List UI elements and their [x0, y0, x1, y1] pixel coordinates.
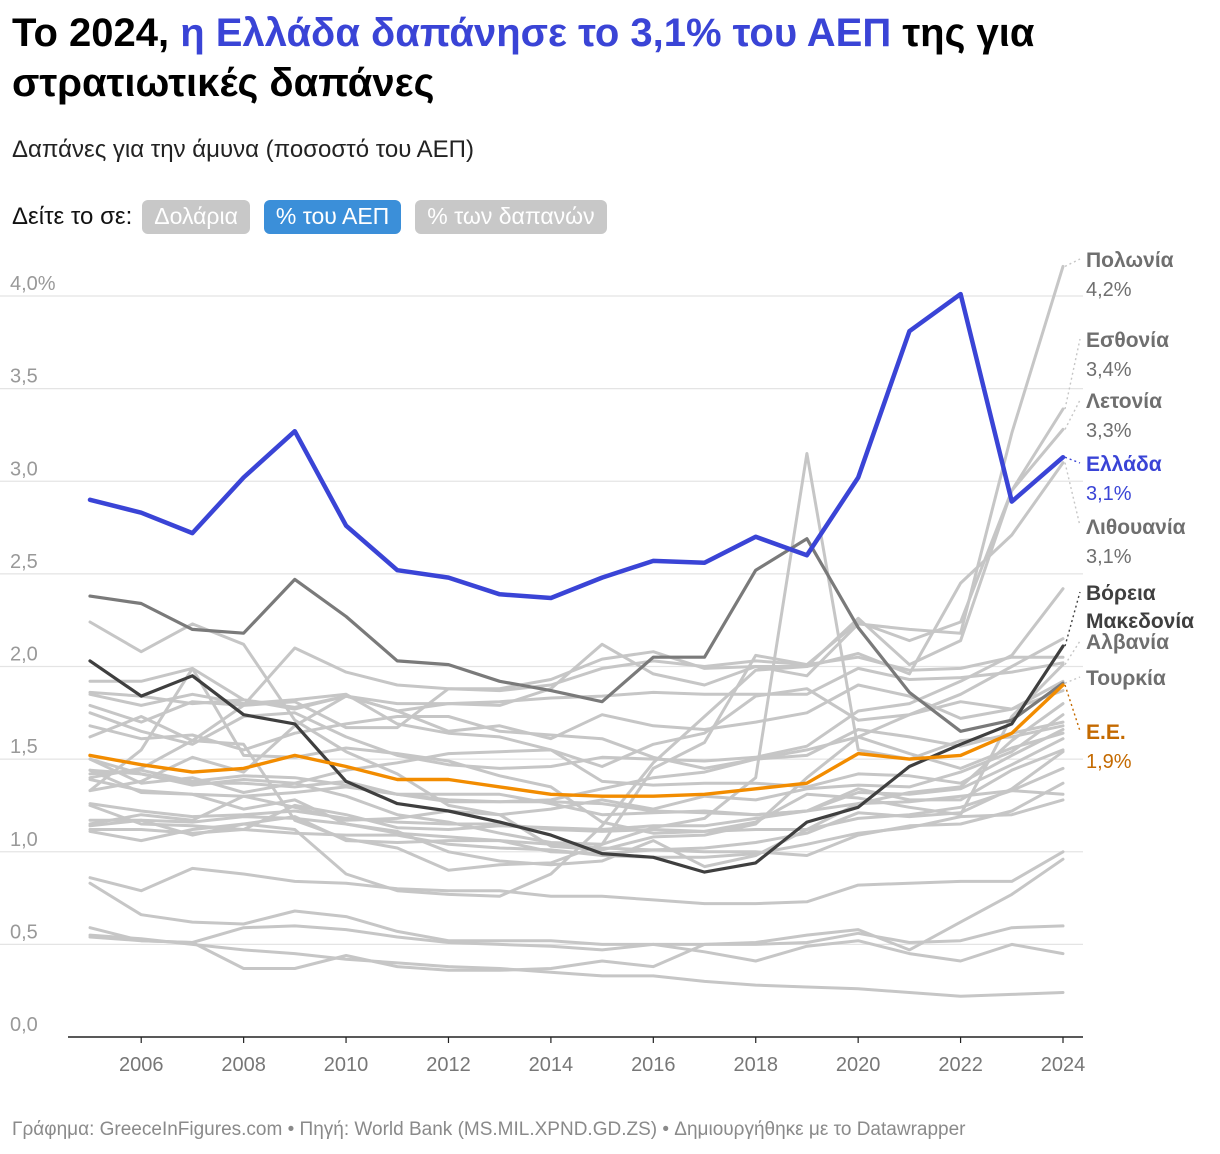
context-series-line: [88, 683, 1065, 793]
x-tick-label: 2018: [733, 1054, 778, 1076]
label-connector: [1064, 462, 1081, 527]
chart-subtitle: Δαπάνες για την άμυνα (ποσοστό του ΑΕΠ): [12, 136, 474, 163]
context-series-line: [88, 924, 1065, 972]
toggle-label: Δείτε το σε:: [12, 203, 133, 230]
context-series-line: [88, 857, 1065, 952]
series-line-greece: [87, 291, 1066, 601]
end-label-value: 1,9%: [1086, 751, 1132, 773]
series-line-albania: [88, 663, 1065, 835]
context-series-line: [88, 679, 1065, 768]
end-label-name: Τουρκία: [1086, 667, 1166, 690]
end-label-name: Εσθονία: [1086, 329, 1169, 352]
y-tick-label: 1,0: [10, 829, 38, 851]
end-label-name: Λετονία: [1086, 390, 1162, 413]
label-connector: [1064, 399, 1081, 430]
end-label-name: Βόρεια: [1086, 582, 1156, 605]
end-label-name: Ε.Ε.: [1086, 721, 1126, 744]
series-line-turkey: [88, 537, 1065, 733]
title-prefix: Το 2024,: [12, 11, 181, 55]
y-tick-label: 3,0: [10, 458, 38, 480]
context-series-line: [88, 715, 1065, 770]
context-series-line: [88, 933, 1065, 998]
context-series-line: [88, 850, 1065, 906]
label-connector: [1064, 684, 1081, 732]
end-label-value: 3,4%: [1086, 359, 1132, 381]
chart-title: Το 2024, η Ελλάδα δαπάνησε το 3,1% του Α…: [12, 8, 1202, 108]
x-tick-label: 2012: [426, 1054, 471, 1076]
x-tick-label: 2010: [324, 1054, 369, 1076]
y-tick-label: 0,5: [10, 921, 38, 943]
end-label-value: 4,2%: [1086, 279, 1132, 301]
context-series-line: [88, 924, 1065, 963]
context-series-line: [88, 768, 1065, 817]
end-label-value: 3,3%: [1086, 420, 1132, 442]
end-label-name: Αλβανία: [1086, 631, 1169, 654]
context-series-line: [88, 646, 1065, 724]
series-line-poland: [88, 264, 1065, 713]
x-tick-label: 2022: [938, 1054, 983, 1076]
y-tick-label: 2,5: [10, 551, 38, 573]
title-suffix: της για στρατιωτικές δαπάνες: [12, 11, 1035, 105]
label-connector: [1064, 258, 1081, 268]
y-tick-label: 4,0%: [10, 273, 56, 295]
series-line-lithuania: [88, 461, 1065, 898]
y-tick-label: 1,5: [10, 736, 38, 758]
x-tick-label: 2024: [1041, 1054, 1086, 1076]
context-series-line: [88, 728, 1065, 794]
end-label-name: Μακεδονία: [1086, 610, 1194, 633]
end-label-name: Ελλάδα: [1086, 453, 1162, 476]
series-line-estonia: [88, 407, 1065, 780]
view-toggle: Δείτε το σε: Δολάρια % του ΑΕΠ % των δαπ…: [12, 200, 607, 234]
context-series-line: [88, 766, 1065, 833]
x-tick-label: 2020: [836, 1054, 881, 1076]
context-series-line: [88, 702, 1065, 869]
label-connector: [1064, 640, 1081, 665]
x-tick-label: 2008: [221, 1054, 266, 1076]
chart-footer: Γράφημα: GreeceInFigures.com • Πηγή: Wor…: [12, 1119, 966, 1140]
y-tick-label: 2,0: [10, 644, 38, 666]
y-tick-label: 0,0: [10, 1014, 38, 1036]
x-tick-label: 2006: [119, 1054, 164, 1076]
toggle-option-gdp-percent[interactable]: % του ΑΕΠ: [263, 200, 402, 234]
series-line-north_macedonia: [88, 644, 1065, 874]
label-connector: [1064, 456, 1081, 464]
label-connector: [1064, 591, 1081, 647]
label-connector: [1064, 676, 1081, 684]
end-label-value: 3,1%: [1086, 546, 1132, 568]
line-chart: 0,0 0,5 1,0 1,5 2,0 2,5 3,0 3,5 4,0% 2006 2008 2010…: [0, 250, 1194, 1076]
series-line-eu: [88, 683, 1065, 798]
x-tick-label: 2014: [529, 1054, 574, 1076]
x-tick-label: 2016: [631, 1054, 676, 1076]
toggle-option-spending-percent[interactable]: % των δαπανών: [415, 200, 607, 234]
toggle-option-dollars[interactable]: Δολάρια: [142, 200, 250, 234]
end-label-name: Πολωνία: [1086, 250, 1174, 272]
end-label-value: 3,1%: [1086, 483, 1132, 505]
end-label-name: Λιθουανία: [1086, 516, 1186, 539]
label-connector: [1064, 338, 1081, 410]
context-series-line: [88, 748, 1065, 817]
y-tick-label: 3,5: [10, 366, 38, 388]
title-highlight: η Ελλάδα δαπάνησε το 3,1% του ΑΕΠ: [180, 11, 892, 55]
